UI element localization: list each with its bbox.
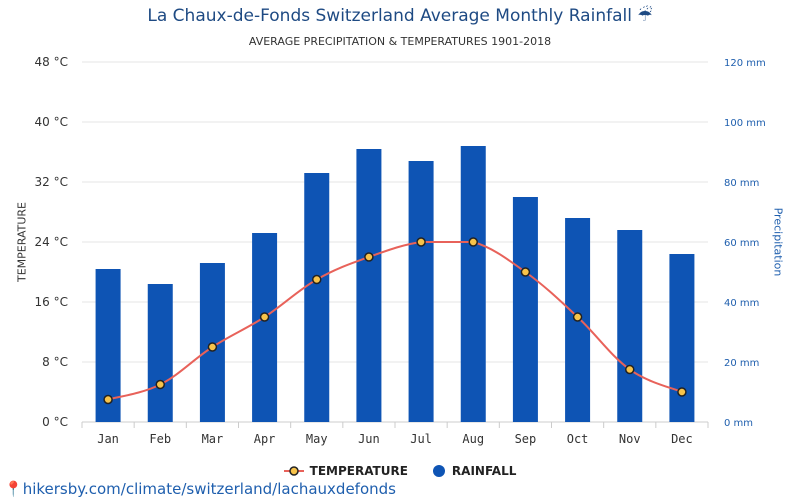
y-tick-left: 16 °C: [35, 295, 68, 309]
y-tick-right: 100 mm: [724, 118, 766, 129]
x-tick-label: Nov: [619, 432, 641, 446]
temperature-point: [207, 342, 218, 352]
temperature-point: [520, 267, 531, 277]
y-tick-left: 0 °C: [42, 415, 68, 429]
temperature-legend-marker: [283, 466, 304, 476]
y-tick-right: 20 mm: [724, 358, 759, 369]
rainfall-bar: [304, 173, 330, 422]
temperature-point: [259, 312, 270, 322]
temperature-point: [103, 394, 113, 405]
legend-label-rainfall: RAINFALL: [451, 464, 517, 478]
x-tick-label: Dec: [671, 432, 693, 446]
y-tick-left: 40 °C: [35, 115, 68, 129]
y-tick-right: 0 mm: [724, 418, 753, 429]
rainfall-bar: [669, 254, 695, 422]
temperature-point: [468, 237, 478, 247]
rainfall-bar: [147, 284, 173, 422]
y-tick-left: 32 °C: [35, 175, 68, 189]
y-tick-right: 120 mm: [724, 58, 766, 69]
temperature-point: [155, 379, 165, 390]
y-tick-right: 60 mm: [724, 238, 759, 249]
x-tick-label: Feb: [149, 432, 171, 446]
x-tick-label: Jun: [358, 432, 380, 446]
x-tick-label: May: [306, 432, 328, 446]
y-tick-left: 48 °C: [35, 55, 68, 69]
x-tick-label: Apr: [254, 432, 276, 446]
y-tick-right: 80 mm: [724, 178, 759, 189]
x-tick-label: Jul: [410, 432, 432, 446]
rainfall-bar: [617, 230, 643, 422]
x-tick-label: Mar: [202, 432, 224, 446]
temperature-point: [572, 312, 583, 322]
map-pin-icon: 📍: [4, 480, 23, 498]
temperature-point: [364, 252, 374, 262]
rainfall-legend-marker: [432, 465, 445, 477]
x-tick-label: Aug: [462, 432, 484, 446]
x-tick-label: Jan: [97, 432, 119, 446]
temperature-point: [625, 364, 635, 375]
rainfall-bar: [252, 233, 278, 422]
rainfall-bar: [408, 161, 434, 422]
temperature-point: [312, 274, 322, 285]
source-url: hikersby.com/climate/switzerland/lachaux…: [22, 480, 396, 498]
y-tick-left: 24 °C: [35, 235, 68, 249]
rainfall-bar: [356, 149, 382, 422]
legend-item-rainfall[interactable]: RAINFALL: [432, 464, 516, 478]
rainfall-bar: [460, 146, 486, 422]
x-tick-label: Sep: [515, 432, 537, 446]
legend-label-temperature: TEMPERATURE: [309, 464, 408, 478]
chart-legend: TEMPERATURE RAINFALL: [0, 464, 800, 478]
source-link[interactable]: 📍hikersby.com/climate/switzerland/lachau…: [4, 480, 396, 498]
rainfall-bar: [512, 197, 538, 422]
temperature-point: [677, 387, 687, 397]
temperature-point: [416, 237, 426, 247]
y-tick-left: 8 °C: [42, 355, 68, 369]
chart-title: La Chaux-de-Fonds Switzerland Average Mo…: [147, 6, 653, 26]
temperature-line: [107, 240, 683, 401]
y-tick-right: 40 mm: [724, 298, 759, 309]
x-tick-label: Oct: [567, 432, 589, 446]
legend-item-temperature[interactable]: TEMPERATURE: [283, 464, 408, 478]
chart-subtitle: AVERAGE PRECIPITATION & TEMPERATURES 190…: [248, 35, 552, 48]
